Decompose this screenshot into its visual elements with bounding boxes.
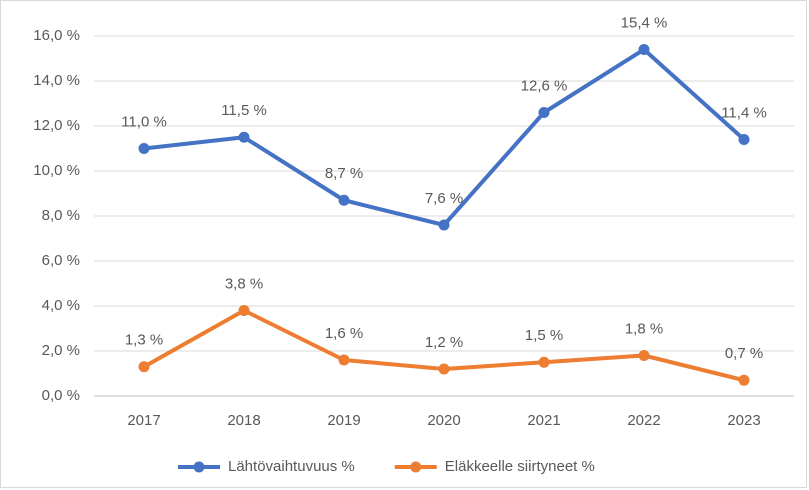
data-label: 12,6 % [521,77,568,94]
legend-label: Eläkkeelle siirtyneet % [445,458,595,475]
legend-marker [193,461,205,473]
data-point [138,361,150,373]
data-point [538,356,550,368]
data-label: 11,5 % [221,102,267,119]
data-label: 1,5 % [525,327,563,344]
y-tick-label: 4,0 % [42,297,80,314]
data-point [238,131,250,143]
data-point [638,350,650,361]
x-tick-label: 2021 [527,412,560,429]
data-label: 15,4 % [621,14,668,31]
data-label: 1,2 % [425,334,463,351]
data-point [138,143,150,154]
legend-marker [410,461,422,473]
y-tick-label: 14,0 % [33,72,80,89]
x-tick-label: 2023 [727,412,760,429]
y-tick-label: 8,0 % [42,207,80,224]
data-label: 1,6 % [325,325,363,342]
data-label: 1,8 % [625,320,663,337]
data-label: 0,7 % [725,345,763,362]
data-point [538,107,550,118]
y-tick-label: 0,0 % [42,387,80,404]
data-point [638,44,650,55]
data-label: 11,4 % [721,104,767,121]
data-label: 1,3 % [125,332,163,349]
x-tick-label: 2018 [227,412,260,429]
data-point [438,219,450,231]
y-tick-label: 6,0 % [42,252,80,269]
data-label: 7,6 % [425,190,463,207]
data-point [438,363,450,375]
data-point [738,374,750,386]
x-tick-label: 2020 [427,412,460,429]
data-label: 8,7 % [325,165,363,182]
legend-label: Lähtövaihtuvuus % [228,458,355,475]
x-tick-label: 2019 [327,412,360,429]
data-point [738,134,750,145]
data-point [338,194,350,206]
data-label: 3,8 % [225,275,263,292]
y-tick-label: 10,0 % [33,162,80,179]
data-point [238,305,250,316]
data-point [338,354,350,366]
data-label: 11,0 % [121,113,167,130]
y-tick-label: 16,0 % [33,27,80,44]
y-tick-label: 2,0 % [42,342,80,359]
x-tick-label: 2022 [627,412,660,429]
y-tick-label: 12,0 % [33,117,80,134]
x-tick-label: 2017 [127,412,160,429]
